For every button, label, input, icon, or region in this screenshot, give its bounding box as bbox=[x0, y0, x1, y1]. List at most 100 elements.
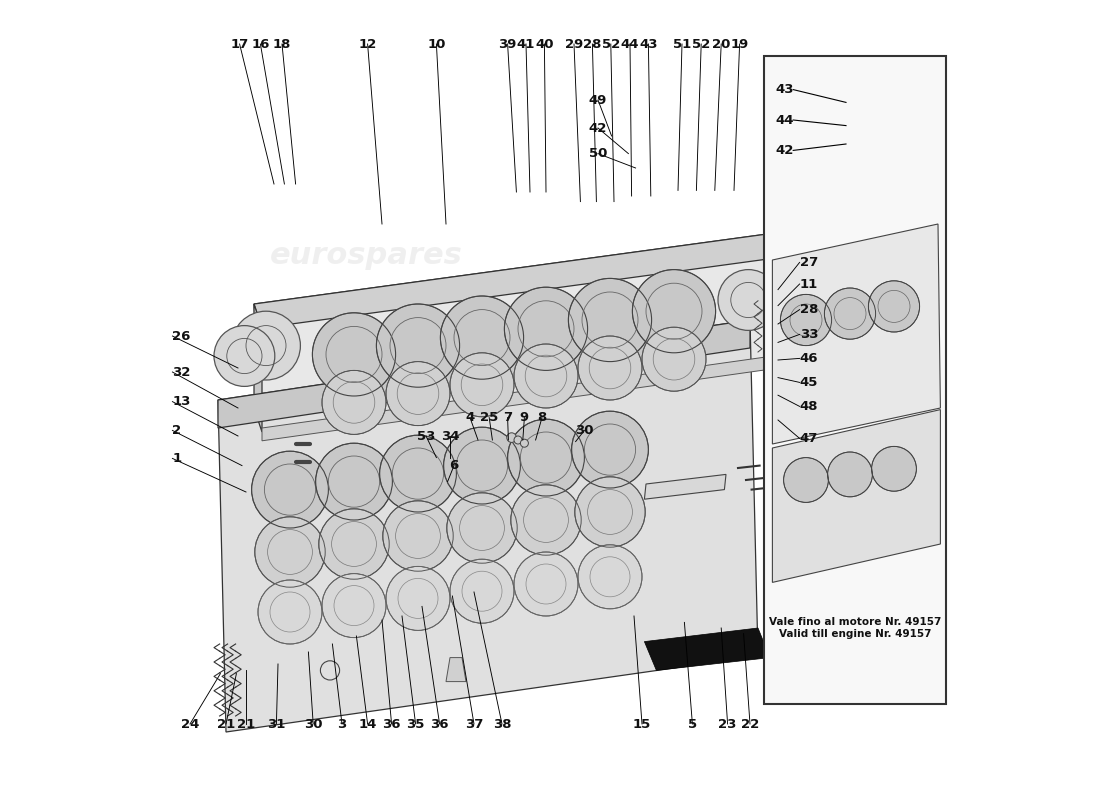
Text: 1: 1 bbox=[173, 452, 182, 465]
Circle shape bbox=[379, 435, 456, 512]
Text: 28: 28 bbox=[583, 38, 602, 50]
Polygon shape bbox=[262, 354, 790, 441]
Text: 34: 34 bbox=[441, 430, 460, 442]
Polygon shape bbox=[772, 410, 940, 582]
FancyBboxPatch shape bbox=[764, 56, 946, 704]
Circle shape bbox=[871, 446, 916, 491]
Circle shape bbox=[572, 411, 648, 488]
Text: 43: 43 bbox=[639, 38, 658, 50]
Text: 45: 45 bbox=[800, 376, 818, 389]
Text: 21: 21 bbox=[236, 718, 255, 730]
Circle shape bbox=[507, 433, 516, 442]
Polygon shape bbox=[446, 658, 466, 682]
Circle shape bbox=[507, 419, 584, 496]
Text: 42: 42 bbox=[588, 122, 607, 134]
Text: 43: 43 bbox=[776, 83, 794, 96]
Polygon shape bbox=[645, 628, 770, 670]
Circle shape bbox=[827, 452, 872, 497]
Text: 41: 41 bbox=[517, 38, 536, 50]
Text: 51: 51 bbox=[673, 38, 691, 50]
Circle shape bbox=[569, 278, 651, 362]
Circle shape bbox=[316, 443, 393, 520]
Polygon shape bbox=[218, 320, 750, 428]
Text: 24: 24 bbox=[180, 718, 199, 730]
Text: 33: 33 bbox=[800, 328, 818, 341]
Circle shape bbox=[578, 336, 642, 400]
Polygon shape bbox=[772, 224, 940, 444]
Text: Vale fino al motore Nr. 49157
Valid till engine Nr. 49157: Vale fino al motore Nr. 49157 Valid till… bbox=[769, 618, 942, 638]
Circle shape bbox=[450, 353, 514, 417]
Circle shape bbox=[440, 296, 524, 379]
Text: 49: 49 bbox=[588, 94, 607, 106]
Text: 50: 50 bbox=[588, 147, 607, 160]
Circle shape bbox=[514, 552, 578, 616]
Text: 44: 44 bbox=[776, 114, 794, 126]
Text: 37: 37 bbox=[465, 718, 483, 730]
Circle shape bbox=[312, 313, 396, 396]
Circle shape bbox=[780, 294, 832, 346]
Text: 10: 10 bbox=[427, 38, 446, 50]
Circle shape bbox=[642, 327, 706, 391]
Text: 27: 27 bbox=[800, 256, 818, 269]
Text: 26: 26 bbox=[173, 330, 190, 342]
Text: 32: 32 bbox=[173, 366, 190, 378]
Text: 12: 12 bbox=[359, 38, 376, 50]
Circle shape bbox=[718, 270, 779, 330]
Text: 42: 42 bbox=[776, 144, 794, 157]
Text: 4: 4 bbox=[465, 411, 474, 424]
Circle shape bbox=[450, 559, 514, 623]
Circle shape bbox=[383, 501, 453, 571]
Text: 15: 15 bbox=[632, 718, 651, 730]
Circle shape bbox=[575, 477, 646, 547]
Text: 14: 14 bbox=[359, 718, 377, 730]
Text: 48: 48 bbox=[800, 400, 818, 413]
Text: 38: 38 bbox=[493, 718, 512, 730]
Circle shape bbox=[505, 287, 587, 370]
Text: 20: 20 bbox=[712, 38, 730, 50]
Text: 21: 21 bbox=[217, 718, 235, 730]
Circle shape bbox=[447, 493, 517, 563]
Circle shape bbox=[319, 509, 389, 579]
Text: 46: 46 bbox=[800, 352, 818, 365]
Text: 5: 5 bbox=[688, 718, 697, 730]
Circle shape bbox=[520, 439, 528, 447]
Circle shape bbox=[232, 311, 300, 380]
Circle shape bbox=[510, 485, 581, 555]
Circle shape bbox=[214, 326, 275, 386]
Text: 16: 16 bbox=[251, 38, 270, 50]
Text: 6: 6 bbox=[450, 459, 459, 472]
Circle shape bbox=[258, 580, 322, 644]
Text: 3: 3 bbox=[338, 718, 346, 730]
Circle shape bbox=[824, 288, 876, 339]
Polygon shape bbox=[645, 474, 726, 499]
Text: 2: 2 bbox=[173, 424, 182, 437]
Circle shape bbox=[514, 344, 578, 408]
Polygon shape bbox=[218, 320, 758, 732]
Text: 9: 9 bbox=[520, 411, 529, 424]
Text: 30: 30 bbox=[304, 718, 322, 730]
Circle shape bbox=[255, 517, 326, 587]
Text: 13: 13 bbox=[173, 395, 190, 408]
Polygon shape bbox=[254, 232, 790, 432]
Text: 28: 28 bbox=[800, 303, 818, 316]
Circle shape bbox=[252, 451, 329, 528]
Circle shape bbox=[322, 574, 386, 638]
Text: 23: 23 bbox=[718, 718, 737, 730]
Text: 17: 17 bbox=[231, 38, 249, 50]
Circle shape bbox=[578, 545, 642, 609]
Circle shape bbox=[322, 370, 386, 434]
Circle shape bbox=[443, 427, 520, 504]
Circle shape bbox=[376, 304, 460, 387]
Circle shape bbox=[386, 566, 450, 630]
Polygon shape bbox=[254, 232, 790, 328]
Text: 30: 30 bbox=[575, 424, 594, 437]
Text: 36: 36 bbox=[383, 718, 400, 730]
Circle shape bbox=[386, 362, 450, 426]
Text: 22: 22 bbox=[741, 718, 759, 730]
Text: eurospares: eurospares bbox=[470, 546, 662, 574]
Text: 35: 35 bbox=[406, 718, 425, 730]
Text: 25: 25 bbox=[480, 411, 498, 424]
Text: 40: 40 bbox=[535, 38, 553, 50]
Circle shape bbox=[632, 270, 716, 353]
Text: 7: 7 bbox=[503, 411, 513, 424]
